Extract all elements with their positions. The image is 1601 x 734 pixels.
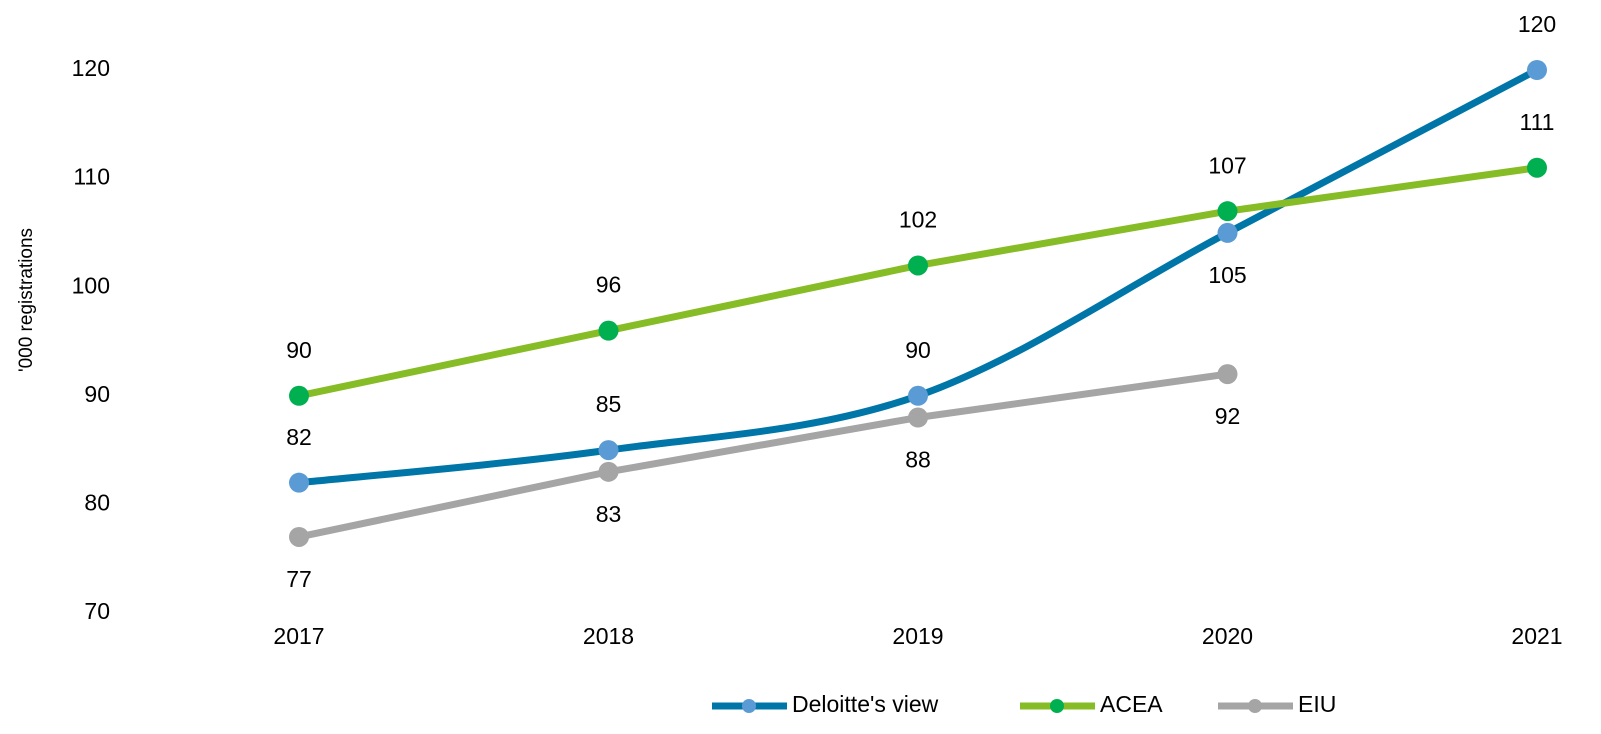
marker bbox=[1527, 60, 1547, 80]
data-label: 107 bbox=[1208, 152, 1246, 178]
y-axis-label: '000 registrations bbox=[16, 228, 37, 372]
y-tick-label: 80 bbox=[84, 489, 110, 515]
x-tick-label: 2017 bbox=[273, 623, 324, 649]
data-label: 102 bbox=[899, 207, 937, 233]
marker bbox=[1527, 157, 1547, 178]
marker bbox=[1217, 222, 1238, 243]
data-label: 120 bbox=[1518, 11, 1556, 37]
data-label: 90 bbox=[286, 337, 312, 363]
marker bbox=[289, 385, 309, 406]
y-tick-label: 120 bbox=[72, 55, 110, 81]
marker bbox=[1217, 201, 1238, 222]
y-tick-label: 110 bbox=[73, 164, 110, 190]
data-label: 77 bbox=[286, 566, 312, 592]
data-label: 83 bbox=[596, 501, 622, 527]
data-label: 105 bbox=[1208, 262, 1246, 288]
x-tick-label: 2019 bbox=[892, 623, 943, 649]
marker bbox=[598, 320, 619, 341]
marker bbox=[908, 385, 928, 406]
data-label: 82 bbox=[286, 424, 312, 450]
marker bbox=[289, 472, 309, 493]
data-label: 88 bbox=[905, 447, 931, 473]
data-label: 85 bbox=[596, 391, 622, 417]
marker bbox=[598, 440, 619, 461]
marker bbox=[289, 526, 309, 547]
x-tick-label: 2018 bbox=[583, 623, 634, 649]
legend-marker bbox=[1050, 699, 1064, 713]
marker bbox=[908, 255, 928, 276]
data-label: 111 bbox=[1520, 109, 1555, 135]
legend-label: Deloitte's view bbox=[792, 691, 939, 717]
legend-label: ACEA bbox=[1100, 691, 1163, 717]
marker bbox=[908, 407, 928, 428]
marker bbox=[598, 461, 619, 482]
data-label: 96 bbox=[596, 272, 622, 298]
y-tick-label: 90 bbox=[84, 381, 110, 407]
series-line bbox=[298, 370, 1228, 541]
legend-marker bbox=[1248, 699, 1262, 713]
x-tick-label: 2020 bbox=[1202, 623, 1253, 649]
y-tick-label: 100 bbox=[72, 272, 110, 298]
data-label: 92 bbox=[1215, 403, 1241, 429]
x-tick-label: 2021 bbox=[1511, 623, 1562, 649]
legend-label: EIU bbox=[1298, 691, 1336, 717]
data-label: 90 bbox=[905, 337, 931, 363]
marker bbox=[1217, 364, 1238, 385]
legend-marker bbox=[742, 699, 756, 713]
y-tick-label: 70 bbox=[84, 598, 110, 624]
